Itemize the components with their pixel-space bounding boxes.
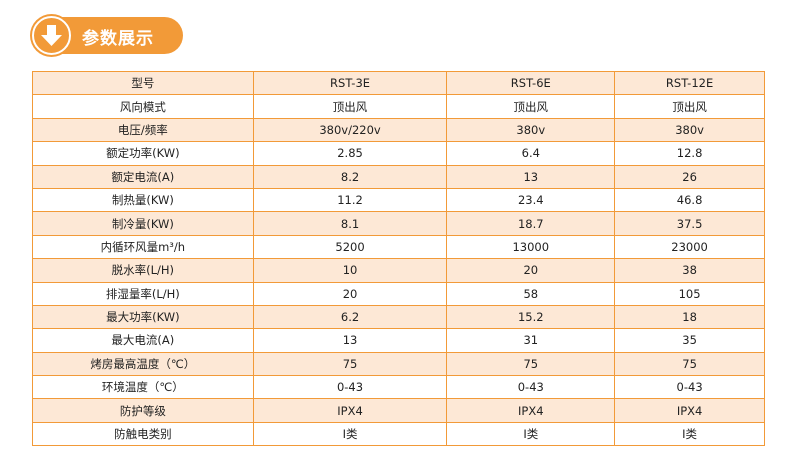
- cell-value: 6.2: [252, 304, 448, 330]
- cell-value: 26: [614, 164, 765, 189]
- cell-value: RST-3E: [252, 70, 448, 96]
- cell-value: 10: [252, 258, 448, 283]
- section-banner: 参数展示: [32, 16, 183, 55]
- cell-value: 37.5: [614, 211, 765, 236]
- table-row: 烤房最高温度（℃） 75 75 75: [32, 351, 765, 377]
- cell-value: 105: [614, 281, 765, 306]
- cell-value: 2.85: [252, 141, 448, 166]
- table-row: 制冷量(KW) 8.1 18.7 37.5: [32, 211, 765, 236]
- table-header-row: 型号 RST-3E RST-6E RST-12E: [32, 70, 765, 96]
- cell-value: 13: [446, 164, 616, 189]
- cell-value: 8.2: [252, 164, 448, 189]
- row-label: 制冷量(KW): [32, 211, 254, 236]
- cell-value: 13: [252, 328, 448, 353]
- table-row: 制热量(KW) 11.2 23.4 46.8: [32, 187, 765, 213]
- cell-value: 380v: [614, 117, 765, 143]
- cell-value: 35: [614, 328, 765, 353]
- row-label: 排湿量率(L/H): [32, 281, 254, 306]
- cell-value: 13000: [446, 234, 616, 260]
- cell-value: 15.2: [446, 304, 616, 330]
- row-label: 制热量(KW): [32, 187, 254, 213]
- cell-value: 20: [252, 281, 448, 306]
- row-label: 内循环风量m³/h: [32, 234, 254, 260]
- cell-value: 8.1: [252, 211, 448, 236]
- cell-value: I类: [614, 421, 765, 447]
- cell-value: 5200: [252, 234, 448, 260]
- table-row: 额定电流(A) 8.2 13 26: [32, 164, 765, 189]
- row-label: 最大电流(A): [32, 328, 254, 353]
- cell-value: 23.4: [446, 187, 616, 213]
- cell-value: 18.7: [446, 211, 616, 236]
- cell-value: 6.4: [446, 141, 616, 166]
- cell-value: 75: [252, 351, 448, 377]
- row-label: 型号: [32, 70, 254, 96]
- cell-value: 23000: [614, 234, 765, 260]
- cell-value: 38: [614, 258, 765, 283]
- cell-value: IPX4: [614, 398, 765, 423]
- cell-value: 11.2: [252, 187, 448, 213]
- table-row: 防触电类别 I类 I类 I类: [32, 421, 765, 447]
- cell-value: 顶出风: [446, 94, 616, 119]
- table-row: 排湿量率(L/H) 20 58 105: [32, 281, 765, 306]
- row-label: 环境温度（℃）: [32, 375, 254, 400]
- table-row: 环境温度（℃） 0-43 0-43 0-43: [32, 375, 765, 400]
- cell-value: 顶出风: [614, 94, 765, 119]
- row-label: 额定功率(KW): [32, 141, 254, 166]
- cell-value: 46.8: [614, 187, 765, 213]
- cell-value: RST-6E: [446, 70, 616, 96]
- cell-value: 0-43: [446, 375, 616, 400]
- arrow-down-circle-icon: [32, 16, 71, 55]
- row-label: 额定电流(A): [32, 164, 254, 189]
- banner-title: 参数展示: [82, 29, 154, 49]
- row-label: 电压/频率: [32, 117, 254, 143]
- spec-table: 型号 RST-3E RST-6E RST-12E 风向模式 顶出风 顶出风 顶出风 电压/频率 3…: [32, 70, 765, 447]
- cell-value: 顶出风: [252, 94, 448, 119]
- table-row: 电压/频率 380v/220v 380v 380v: [32, 117, 765, 143]
- cell-value: 20: [446, 258, 616, 283]
- cell-value: I类: [446, 421, 616, 447]
- table-row: 最大功率(KW) 6.2 15.2 18: [32, 304, 765, 330]
- cell-value: 31: [446, 328, 616, 353]
- cell-value: 0-43: [614, 375, 765, 400]
- cell-value: 0-43: [252, 375, 448, 400]
- row-label: 防触电类别: [32, 421, 254, 447]
- cell-value: 12.8: [614, 141, 765, 166]
- table-row: 脱水率(L/H) 10 20 38: [32, 258, 765, 283]
- cell-value: 380v/220v: [252, 117, 448, 143]
- table-row: 风向模式 顶出风 顶出风 顶出风: [32, 94, 765, 119]
- cell-value: 18: [614, 304, 765, 330]
- cell-value: 380v: [446, 117, 616, 143]
- table-row: 额定功率(KW) 2.85 6.4 12.8: [32, 141, 765, 166]
- table-row: 最大电流(A) 13 31 35: [32, 328, 765, 353]
- row-label: 风向模式: [32, 94, 254, 119]
- row-label: 最大功率(KW): [32, 304, 254, 330]
- cell-value: IPX4: [446, 398, 616, 423]
- cell-value: I类: [252, 421, 448, 447]
- cell-value: 75: [446, 351, 616, 377]
- row-label: 防护等级: [32, 398, 254, 423]
- row-label: 烤房最高温度（℃）: [32, 351, 254, 377]
- table-row: 内循环风量m³/h 5200 13000 23000: [32, 234, 765, 260]
- table-row: 防护等级 IPX4 IPX4 IPX4: [32, 398, 765, 423]
- row-label: 脱水率(L/H): [32, 258, 254, 283]
- cell-value: RST-12E: [614, 70, 765, 96]
- cell-value: 75: [614, 351, 765, 377]
- cell-value: 58: [446, 281, 616, 306]
- cell-value: IPX4: [252, 398, 448, 423]
